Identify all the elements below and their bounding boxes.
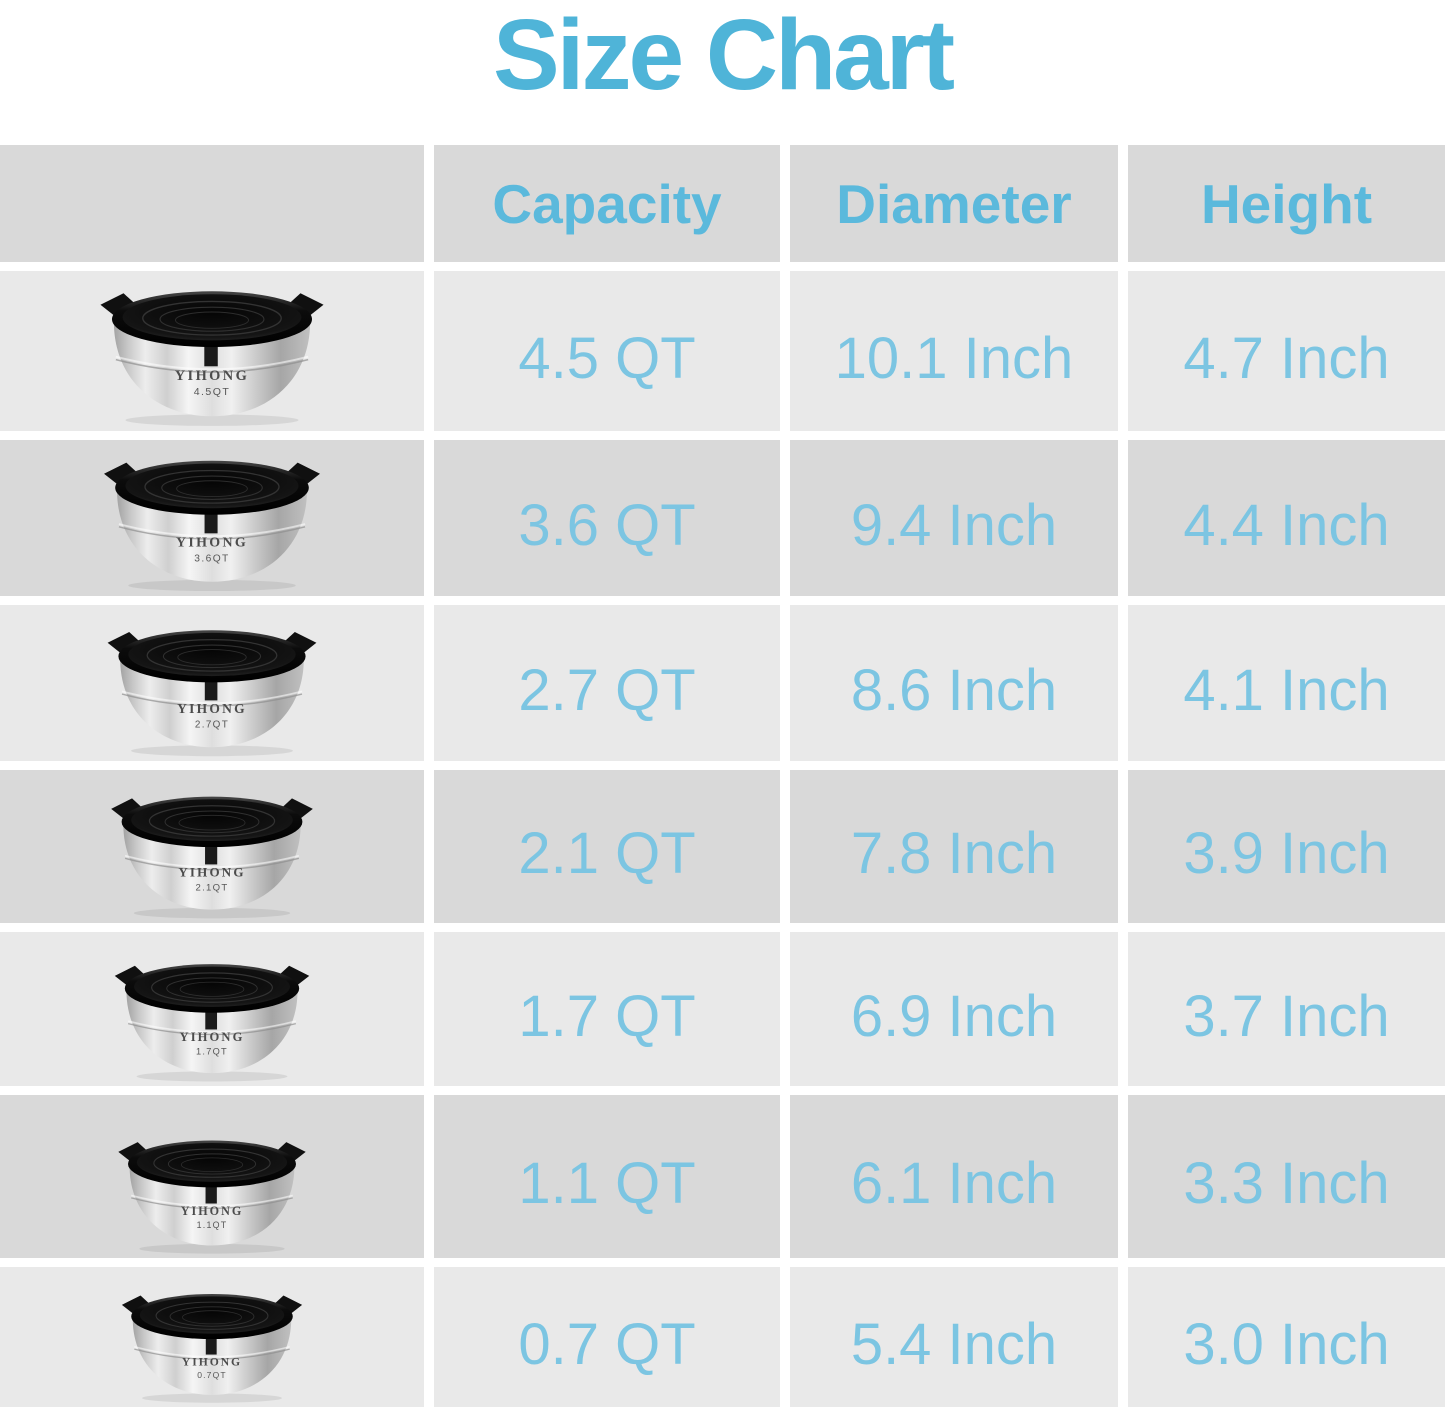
bowl-image-0-7qt: YIHONG 0.7QT	[111, 1280, 313, 1404]
height-value: 4.7 Inch	[1128, 271, 1445, 431]
diameter-value: 10.1 Inch	[790, 271, 1118, 431]
capacity-value: 3.6 QT	[434, 440, 780, 596]
capacity-value: 1.7 QT	[434, 932, 780, 1086]
mixing-bowl-icon: YIHONG 4.5QT	[100, 291, 324, 427]
diameter-value: 6.9 Inch	[790, 932, 1118, 1086]
bowl-size-engraving: 1.7QT	[196, 1046, 228, 1056]
height-header: Height	[1128, 145, 1445, 262]
header-bowl-column-cell	[0, 145, 424, 262]
bowl-size-engraving: 2.1QT	[195, 882, 228, 893]
bowl-size-engraving: 1.1QT	[197, 1220, 228, 1230]
mixing-bowl-icon: YIHONG 3.6QT	[104, 460, 320, 592]
bowl-brand-engraving: YIHONG	[182, 1355, 242, 1368]
bowl-image-4-5qt: YIHONG 4.5QT	[87, 274, 337, 428]
table-row-bowl-image: YIHONG 0.7QT	[0, 1267, 424, 1407]
mixing-bowl-icon: YIHONG 0.7QT	[121, 1293, 303, 1403]
capacity-value: 2.1 QT	[434, 770, 780, 923]
height-value: 4.4 Inch	[1128, 440, 1445, 596]
mixing-bowl-icon: YIHONG 1.1QT	[118, 1140, 306, 1254]
bowl-image-3-6qt: YIHONG 3.6QT	[91, 444, 333, 593]
height-value: 3.7 Inch	[1128, 932, 1445, 1086]
table-row-bowl-image: YIHONG 2.1QT	[0, 770, 424, 923]
bowl-brand-engraving: YIHONG	[178, 865, 245, 880]
page-title: Size Chart	[492, 0, 955, 111]
capacity-value: 2.7 QT	[434, 605, 780, 761]
diameter-header: Diameter	[790, 145, 1118, 262]
diameter-value: 6.1 Inch	[790, 1095, 1118, 1258]
height-value: 3.0 Inch	[1128, 1267, 1445, 1407]
height-value: 3.3 Inch	[1128, 1095, 1445, 1258]
capacity-header: Capacity	[434, 145, 780, 262]
height-value: 4.1 Inch	[1128, 605, 1445, 761]
mixing-bowl-icon: YIHONG 2.7QT	[107, 630, 317, 757]
bowl-size-engraving: 4.5QT	[194, 386, 231, 398]
bowl-image-1-7qt: YIHONG 1.7QT	[103, 949, 321, 1083]
bowl-size-engraving: 3.6QT	[194, 553, 229, 564]
height-value: 3.9 Inch	[1128, 770, 1445, 923]
size-table: Capacity Diameter Height YIHONG 4.5QT 4.…	[0, 145, 1445, 1407]
bowl-brand-engraving: YIHONG	[177, 701, 247, 716]
bowl-brand-engraving: YIHONG	[175, 368, 249, 384]
bowl-image-2-1qt: YIHONG 2.1QT	[99, 781, 325, 920]
table-row-bowl-image: YIHONG 1.7QT	[0, 932, 424, 1086]
bowl-size-engraving: 2.7QT	[195, 719, 229, 730]
table-row-bowl-image: YIHONG 3.6QT	[0, 440, 424, 596]
bowl-brand-engraving: YIHONG	[180, 1030, 245, 1044]
table-row-bowl-image: YIHONG 4.5QT	[0, 271, 424, 431]
diameter-value: 7.8 Inch	[790, 770, 1118, 923]
bowl-brand-engraving: YIHONG	[176, 535, 248, 550]
diameter-value: 8.6 Inch	[790, 605, 1118, 761]
diameter-value: 5.4 Inch	[790, 1267, 1118, 1407]
capacity-value: 1.1 QT	[434, 1095, 780, 1258]
capacity-value: 0.7 QT	[434, 1267, 780, 1407]
table-row-bowl-image: YIHONG 1.1QT	[0, 1095, 424, 1258]
mixing-bowl-icon: YIHONG 2.1QT	[111, 796, 313, 919]
bowl-brand-engraving: YIHONG	[181, 1204, 244, 1218]
capacity-value: 4.5 QT	[434, 271, 780, 431]
diameter-value: 9.4 Inch	[790, 440, 1118, 596]
mixing-bowl-icon: YIHONG 1.7QT	[114, 963, 310, 1082]
table-row-bowl-image: YIHONG 2.7QT	[0, 605, 424, 761]
bowl-image-2-7qt: YIHONG 2.7QT	[95, 614, 329, 758]
bowl-size-engraving: 0.7QT	[197, 1370, 227, 1380]
bowl-image-1-1qt: YIHONG 1.1QT	[107, 1126, 317, 1255]
